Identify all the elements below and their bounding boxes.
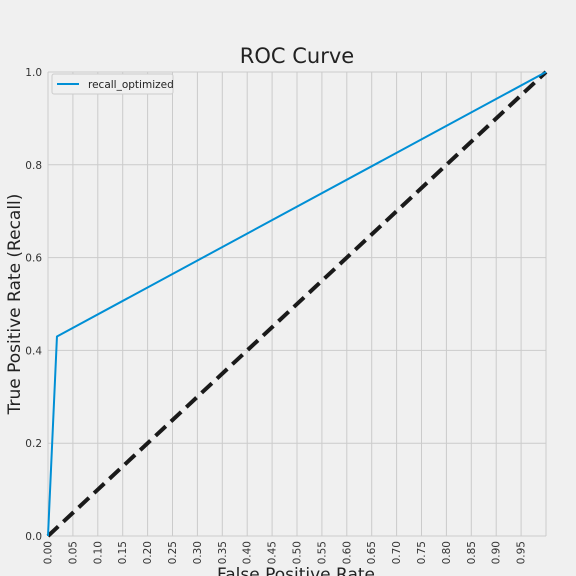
y-tick-label: 1.0 xyxy=(25,67,42,79)
legend-label: recall_optimized xyxy=(88,79,174,91)
x-tick-label: 0.40 xyxy=(242,541,254,564)
y-tick-label: 0.0 xyxy=(25,531,42,543)
x-tick-label: 0.60 xyxy=(341,541,353,564)
x-tick-label: 0.05 xyxy=(67,541,79,564)
chart-title: ROC Curve xyxy=(240,44,354,68)
x-tick-label: 0.25 xyxy=(167,541,179,564)
y-ticks: 0.0 0.2 0.4 0.6 0.8 1.0 xyxy=(25,67,42,543)
legend: recall_optimized xyxy=(51,73,174,95)
x-tick-label: 0.85 xyxy=(466,541,478,564)
diagonal-reference-line xyxy=(46,70,548,538)
x-tick-label: 0.00 xyxy=(43,541,55,564)
x-tick-label: 0.10 xyxy=(92,541,104,564)
x-tick-label: 0.20 xyxy=(142,541,154,564)
x-tick-label: 0.95 xyxy=(516,541,528,564)
x-tick-label: 0.45 xyxy=(267,541,279,564)
y-tick-label: 0.8 xyxy=(25,160,42,172)
x-tick-label: 0.35 xyxy=(217,541,229,564)
y-tick-label: 0.2 xyxy=(25,438,42,450)
x-tick-label: 0.80 xyxy=(441,541,453,564)
x-tick-label: 0.65 xyxy=(366,541,378,564)
y-tick-label: 0.4 xyxy=(25,345,42,357)
x-axis-label: False Positive Rate xyxy=(217,565,375,576)
y-tick-label: 0.6 xyxy=(25,253,42,265)
x-tick-label: 0.75 xyxy=(416,541,428,564)
x-tick-label: 0.90 xyxy=(491,541,503,564)
x-tick-label: 0.50 xyxy=(292,541,304,564)
roc-curve-line xyxy=(47,71,547,537)
x-ticks: 0.00 0.05 0.10 0.15 0.20 0.25 0.30 0.35 0.40 0.45… xyxy=(43,541,528,564)
x-tick-label: 0.55 xyxy=(316,541,328,564)
series-layer xyxy=(46,70,548,538)
x-tick-label: 0.70 xyxy=(391,541,403,564)
x-tick-label: 0.15 xyxy=(117,541,129,564)
x-tick-label: 0.30 xyxy=(192,541,204,564)
legend-box xyxy=(51,73,174,95)
y-axis-label: True Positive Rate (Recall) xyxy=(5,194,25,416)
